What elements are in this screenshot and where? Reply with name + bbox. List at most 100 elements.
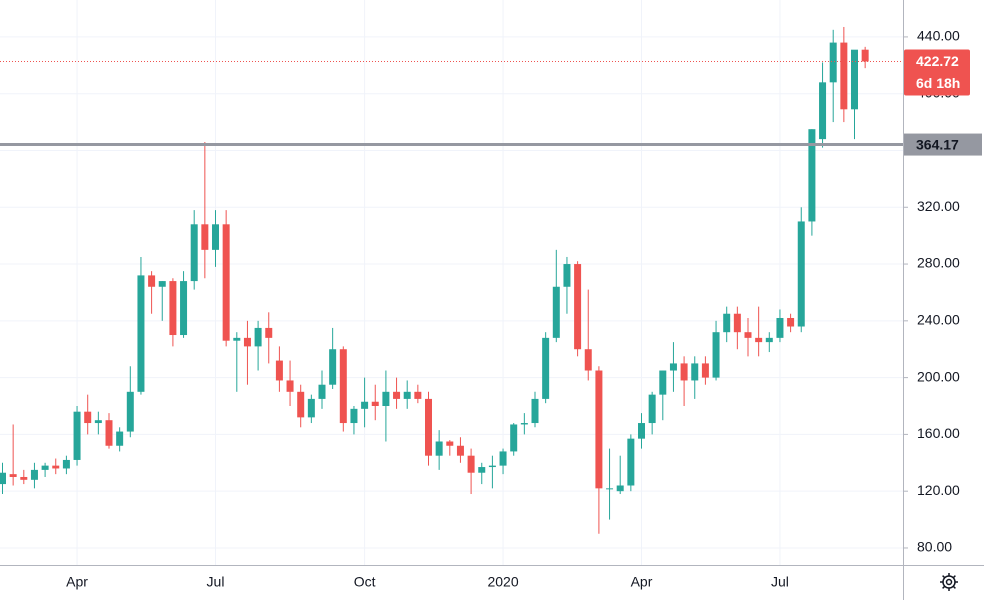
candle-body bbox=[435, 441, 443, 456]
candle-body bbox=[765, 337, 773, 343]
candle-body bbox=[840, 42, 848, 110]
candle-body bbox=[584, 349, 592, 371]
candle-body bbox=[116, 431, 124, 446]
candle-body bbox=[861, 49, 869, 62]
candle-body bbox=[456, 445, 464, 456]
candle-body bbox=[808, 129, 816, 222]
candle-body bbox=[851, 49, 858, 110]
candle-body bbox=[744, 332, 752, 338]
candle-body bbox=[222, 224, 230, 341]
candle-body bbox=[41, 465, 49, 470]
candle-body bbox=[318, 384, 326, 399]
candle-body bbox=[190, 224, 198, 282]
y-tick-label: 120.00 bbox=[917, 482, 960, 498]
candle-body bbox=[233, 337, 241, 341]
candle-body bbox=[275, 360, 283, 381]
candle-body bbox=[499, 451, 507, 466]
candle-body bbox=[105, 420, 113, 446]
candle-body bbox=[659, 370, 667, 395]
x-tick-label: Oct bbox=[354, 574, 376, 590]
candle-body bbox=[414, 391, 422, 399]
settings-icon[interactable] bbox=[940, 573, 958, 591]
candle-body bbox=[787, 317, 795, 327]
y-tick-label: 200.00 bbox=[917, 368, 960, 384]
candle-body bbox=[563, 264, 571, 287]
candle-body bbox=[627, 438, 635, 486]
candle-body bbox=[648, 394, 656, 424]
candle-body bbox=[20, 476, 28, 480]
candle-body bbox=[307, 398, 315, 418]
y-tick-label: 160.00 bbox=[917, 425, 960, 441]
last-price-box bbox=[904, 49, 970, 96]
candle-body bbox=[393, 391, 401, 399]
candle-body bbox=[488, 465, 496, 468]
candle-body bbox=[201, 224, 209, 250]
x-tick-label: Apr bbox=[66, 574, 88, 590]
candle-body bbox=[733, 313, 741, 333]
candle-body bbox=[712, 332, 720, 378]
x-tick-label: Jul bbox=[207, 574, 225, 590]
candle-body bbox=[148, 275, 156, 287]
candle-body bbox=[180, 281, 188, 336]
candle-body bbox=[478, 467, 486, 473]
candle-body bbox=[382, 391, 390, 407]
y-tick-label: 240.00 bbox=[917, 312, 960, 328]
candle-body bbox=[723, 313, 731, 333]
candle-body bbox=[797, 221, 805, 327]
candle-body bbox=[169, 281, 177, 336]
y-tick-label: 280.00 bbox=[917, 255, 960, 271]
horizontal-line-label-box bbox=[904, 133, 982, 156]
candle-body bbox=[776, 317, 784, 338]
candle-body bbox=[339, 349, 347, 424]
candle-body bbox=[297, 391, 305, 418]
candle-body bbox=[403, 391, 411, 399]
candle-body bbox=[446, 441, 454, 446]
candle-body bbox=[286, 380, 294, 392]
candle-body bbox=[30, 469, 38, 480]
last-price-label: 422.72 bbox=[916, 53, 959, 69]
candle-body bbox=[73, 411, 81, 460]
candle-body bbox=[616, 485, 624, 492]
candle-body bbox=[243, 337, 251, 347]
candle-body bbox=[425, 398, 432, 456]
candle-body bbox=[574, 264, 582, 350]
candle-body bbox=[52, 465, 60, 469]
x-tick-label: Apr bbox=[631, 574, 653, 590]
candle-body bbox=[669, 363, 677, 371]
candle-body bbox=[552, 286, 560, 338]
candle-body bbox=[829, 42, 837, 83]
candle-body bbox=[691, 363, 699, 381]
candle-body bbox=[510, 424, 518, 452]
horizontal-line-label: 364.17 bbox=[916, 136, 959, 152]
countdown-label: 6d 18h bbox=[916, 75, 960, 91]
x-tick-label: Jul bbox=[771, 574, 789, 590]
y-tick-label: 440.00 bbox=[917, 28, 960, 44]
candle-body bbox=[819, 82, 827, 140]
candle-body bbox=[329, 349, 337, 385]
candle-body bbox=[158, 281, 166, 287]
candle-body bbox=[755, 337, 763, 343]
candle-body bbox=[542, 337, 550, 399]
candle-body bbox=[265, 327, 273, 338]
candle-body bbox=[0, 472, 6, 485]
candle-body bbox=[9, 474, 17, 477]
candle-body bbox=[638, 423, 645, 439]
candle-body bbox=[361, 401, 369, 409]
candle-body bbox=[531, 398, 539, 424]
y-tick-label: 80.00 bbox=[917, 539, 952, 555]
candle-body bbox=[137, 275, 145, 392]
candle-body bbox=[212, 224, 219, 250]
candle-body bbox=[254, 327, 262, 347]
y-tick-label: 320.00 bbox=[917, 198, 960, 214]
candle-body bbox=[371, 401, 379, 407]
candle-body bbox=[595, 370, 603, 489]
candle-body bbox=[84, 411, 92, 424]
candle-body bbox=[701, 363, 709, 378]
candle-body bbox=[467, 455, 475, 473]
candle-body bbox=[520, 423, 528, 425]
candle-body bbox=[94, 420, 102, 424]
candle-body bbox=[350, 408, 358, 424]
candle-body bbox=[126, 391, 134, 432]
